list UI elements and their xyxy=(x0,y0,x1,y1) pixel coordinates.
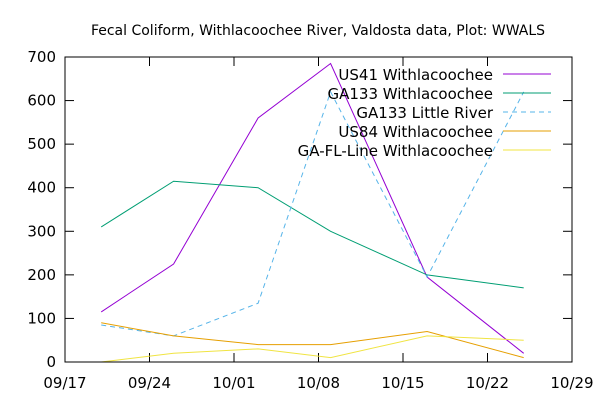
y-tick-label: 100 xyxy=(27,309,56,327)
series-line-2 xyxy=(100,180,524,289)
series-line-4 xyxy=(101,322,524,359)
x-tick-label: 10/15 xyxy=(381,374,424,392)
legend-label: US41 Withlacoochee xyxy=(338,66,493,84)
series-line-3 xyxy=(101,90,525,337)
plot-frame xyxy=(64,56,573,363)
y-tick-label: 400 xyxy=(27,179,56,197)
axis-ticks: 0 100 200 300 400 500 600 700 09/17 09/24 10/01 10/… xyxy=(27,48,593,392)
x-tick-label: 10/22 xyxy=(466,374,509,392)
y-tick-label: 500 xyxy=(27,135,56,153)
legend-label: US84 Withlacoochee xyxy=(338,123,493,141)
x-tick-label: 10/08 xyxy=(297,374,340,392)
series-line-5 xyxy=(101,335,524,363)
x-tick-label: 10/01 xyxy=(212,374,255,392)
x-tick-label: 09/17 xyxy=(43,374,86,392)
chart-title: Fecal Coliform, Withlacoochee River, Val… xyxy=(91,23,545,39)
y-tick-label: 700 xyxy=(27,48,56,66)
legend-label: GA133 Withlacoochee xyxy=(327,85,493,103)
y-tick-label: 300 xyxy=(27,222,56,240)
y-tick-label: 200 xyxy=(27,266,56,284)
x-tick-label: 10/29 xyxy=(550,374,593,392)
legend-label: GA133 Little River xyxy=(356,104,493,122)
y-tick-label: 600 xyxy=(27,92,56,110)
legend-label: GA-FL-Line Withlacoochee xyxy=(298,142,493,160)
series-line-1 xyxy=(100,62,525,354)
x-tick-label: 09/24 xyxy=(128,374,171,392)
y-tick-label: 0 xyxy=(46,353,56,371)
series-lines xyxy=(100,62,525,363)
